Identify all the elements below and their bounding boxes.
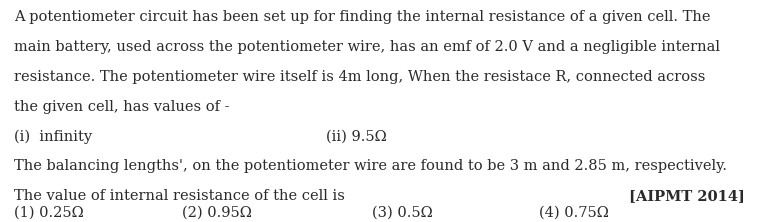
Text: A potentiometer circuit has been set up for finding the internal resistance of a: A potentiometer circuit has been set up … [14, 10, 710, 24]
Text: The value of internal resistance of the cell is: The value of internal resistance of the … [14, 189, 345, 203]
Text: The balancing lengths', on the potentiometer wire are found to be 3 m and 2.85 m: The balancing lengths', on the potentiom… [14, 159, 726, 173]
Text: (i)  infinity: (i) infinity [14, 130, 92, 144]
Text: the given cell, has values of -: the given cell, has values of - [14, 100, 229, 114]
Text: (2) 0.95Ω: (2) 0.95Ω [182, 205, 252, 219]
Text: main battery, used across the potentiometer wire, has an emf of 2.0 V and a negl: main battery, used across the potentiome… [14, 40, 720, 54]
Text: [AIPMT 2014]: [AIPMT 2014] [629, 189, 745, 203]
Text: (3) 0.5Ω: (3) 0.5Ω [372, 205, 433, 219]
Text: (1) 0.25Ω: (1) 0.25Ω [14, 205, 83, 219]
Text: (4) 0.75Ω: (4) 0.75Ω [539, 205, 609, 219]
Text: (ii) 9.5Ω: (ii) 9.5Ω [326, 130, 387, 144]
Text: resistance. The potentiometer wire itself is 4m long, When the resistace R, conn: resistance. The potentiometer wire itsel… [14, 70, 705, 84]
